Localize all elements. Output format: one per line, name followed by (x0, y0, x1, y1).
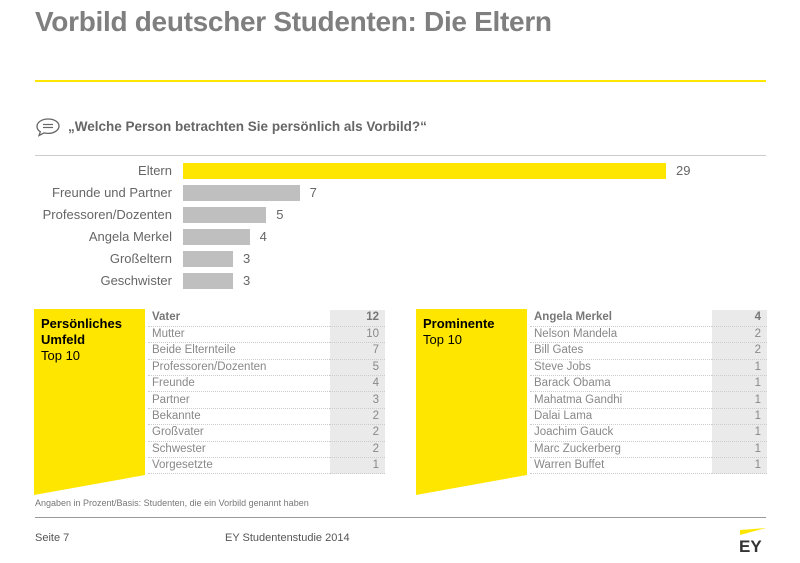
row-value: 2 (712, 326, 767, 344)
row-value: 1 (712, 375, 767, 393)
table-row: Marc Zuckerberg 1 (530, 441, 767, 459)
row-value: 3 (330, 391, 385, 409)
personal-top10-table: Vater 12 Mutter 10 Beide Elternteile 7 Profess… (148, 310, 385, 475)
panel-subtitle: Top 10 (423, 332, 463, 347)
row-name: Vorgesetzte (148, 457, 330, 475)
bar (183, 163, 666, 179)
bar-label: Geschwister (100, 273, 172, 288)
bar-value: 3 (242, 273, 251, 288)
row-value: 1 (712, 424, 767, 442)
row-name: Schwester (148, 441, 330, 459)
row-value: 10 (330, 326, 385, 344)
row-name: Großvater (148, 424, 330, 442)
table-row: Schwester 2 (148, 441, 385, 459)
row-value: 2 (712, 342, 767, 360)
row-name: Dalai Lama (530, 408, 712, 426)
table-row: Steve Jobs 1 (530, 359, 767, 377)
row-name: Mahatma Gandhi (530, 391, 712, 409)
table-row: Partner 3 (148, 391, 385, 409)
row-name: Steve Jobs (530, 359, 712, 377)
table-row: Dalai Lama 1 (530, 408, 767, 426)
bar-label: Eltern (138, 163, 172, 178)
footnote: Angaben in Prozent/Basis: Studenten, die… (35, 498, 309, 508)
title-divider (35, 80, 766, 82)
row-name: Nelson Mandela (530, 326, 712, 344)
page-title: Vorbild deutscher Studenten: Die Eltern (35, 6, 552, 37)
bar (183, 207, 267, 223)
table-row: Bill Gates 2 (530, 342, 767, 360)
row-name: Joachim Gauck (530, 424, 712, 442)
table-row: Angela Merkel 4 (530, 310, 767, 327)
row-value: 2 (330, 424, 385, 442)
bar-value: 4 (259, 229, 267, 244)
ey-logo: EY (739, 528, 766, 554)
bar-label: Großeltern (109, 251, 172, 266)
row-value: 1 (712, 359, 767, 377)
row-value: 1 (712, 457, 767, 475)
footer-divider (35, 517, 766, 518)
bar (183, 251, 233, 267)
row-value: 4 (330, 375, 385, 393)
panel-title: Persönliches Umfeld (41, 316, 122, 347)
table-row: Bekannte 2 (148, 408, 385, 426)
row-value: 7 (330, 342, 385, 360)
question-divider (35, 155, 766, 156)
row-name: Barack Obama (530, 375, 712, 393)
table-row: Vater 12 (148, 310, 385, 327)
row-value: 1 (330, 457, 385, 475)
table-row: Mahatma Gandhi 1 (530, 391, 767, 409)
prominent-top10-table: Angela Merkel 4 Nelson Mandela 2 Bill Gates 2… (530, 310, 767, 475)
table-row: Barack Obama 1 (530, 375, 767, 393)
bar-value: 5 (276, 207, 284, 222)
row-name: Freunde (148, 375, 330, 393)
row-name: Angela Merkel (530, 310, 712, 327)
bar-label: Professoren/Dozenten (42, 207, 172, 222)
row-name: Bill Gates (530, 342, 712, 360)
svg-text:EY: EY (739, 537, 762, 554)
study-name: EY Studentenstudie 2014 (225, 532, 350, 544)
bar-label: Angela Merkel (88, 229, 172, 244)
row-value: 4 (712, 310, 767, 327)
row-name: Partner (148, 391, 330, 409)
row-name: Mutter (148, 326, 330, 344)
row-value: 2 (330, 441, 385, 459)
row-name: Bekannte (148, 408, 330, 426)
row-value: 1 (712, 441, 767, 459)
table-row: Warren Buffet 1 (530, 457, 767, 475)
table-row: Joachim Gauck 1 (530, 424, 767, 442)
bar-label: Freunde und Partner (52, 185, 172, 200)
table-row: Mutter 10 (148, 326, 385, 344)
page-number: Seite 7 (35, 532, 70, 544)
table-row: Professoren/Dozenten 5 (148, 359, 385, 377)
bar-value: 3 (242, 251, 251, 266)
row-value: 1 (712, 391, 767, 409)
speech-bubble-icon (36, 118, 60, 137)
table-row: Großvater 2 (148, 424, 385, 442)
table-row: Vorgesetzte 1 (148, 457, 385, 475)
table-row: Nelson Mandela 2 (530, 326, 767, 344)
row-name: Marc Zuckerberg (530, 441, 712, 459)
table-row: Beide Elternteile 7 (148, 342, 385, 360)
row-name: Vater (148, 310, 330, 327)
bar-value: 29 (676, 163, 691, 178)
bar (183, 229, 250, 245)
table-row: Freunde 4 (148, 375, 385, 393)
survey-question: „Welche Person betrachten Sie persönlich… (68, 119, 427, 134)
panel-title: Prominente (423, 316, 495, 331)
row-name: Warren Buffet (530, 457, 712, 475)
bar (183, 185, 300, 201)
bar-value: 7 (309, 185, 317, 200)
row-value: 5 (330, 359, 385, 377)
row-value: 2 (330, 408, 385, 426)
row-name: Professoren/Dozenten (148, 359, 330, 377)
row-value: 1 (712, 408, 767, 426)
panel-subtitle: Top 10 (41, 348, 81, 363)
row-value: 12 (330, 310, 385, 327)
bar (183, 273, 233, 289)
panel-prominent-label: Prominente Top 10 (416, 309, 527, 495)
row-name: Beide Elternteile (148, 342, 330, 360)
panel-personal-label: Persönliches Umfeld Top 10 (34, 309, 145, 495)
